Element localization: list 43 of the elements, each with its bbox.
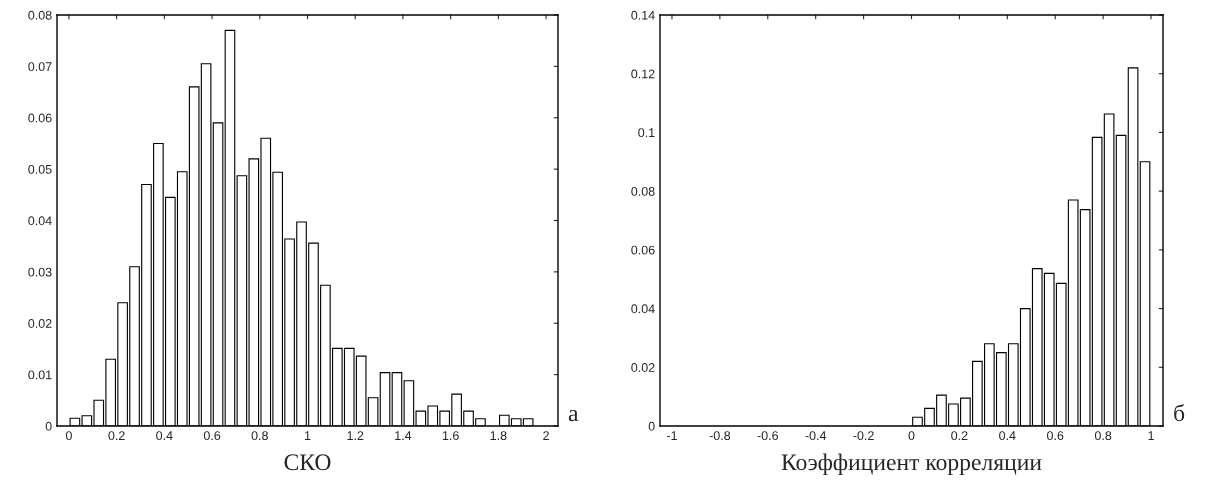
y-tick-label: 0.02 <box>631 363 655 372</box>
x-tick-label: 0.2 <box>108 431 125 441</box>
y-tick-label: 0 <box>45 421 52 431</box>
y-tick-label: 0.01 <box>28 370 52 380</box>
x-axis-title: Коэффициент корреляции <box>781 453 1042 476</box>
y-tick-label: 0.08 <box>28 10 52 20</box>
y-tick-label: 0.1 <box>638 128 655 138</box>
y-tick-label: 0.03 <box>28 267 52 277</box>
x-tick-label: 0.8 <box>1094 431 1112 441</box>
y-tick-label: 0 <box>648 421 655 431</box>
x-tick-label: -0.2 <box>853 431 874 441</box>
text: а <box>568 409 579 422</box>
x-tick-label: 0.2 <box>951 431 968 441</box>
x-tick-label: 0.4 <box>999 431 1016 441</box>
x-tick-label: 1 <box>1148 431 1154 440</box>
x-tick-label: 1.6 <box>442 431 459 441</box>
x-tick-label: 0 <box>65 431 72 441</box>
y-tick-label: 0.07 <box>28 62 52 72</box>
y-tick-label: 0.06 <box>28 113 52 123</box>
x-tick-label: -1 <box>666 431 677 440</box>
x-tick-label: -0.4 <box>805 431 827 441</box>
x-tick-label: -0.8 <box>709 431 731 441</box>
x-tick-label: 1.2 <box>347 431 364 440</box>
y-tick-label: 0.05 <box>28 164 52 174</box>
x-tick-label: 2 <box>543 431 549 440</box>
x-tick-label: 1.4 <box>395 431 412 440</box>
y-tick-label: 0.02 <box>28 319 52 328</box>
x-tick-label: 1 <box>304 431 311 440</box>
y-tick-label: 0.04 <box>28 216 52 226</box>
y-tick-label: 0.04 <box>631 304 655 314</box>
x-tick-label: 0.8 <box>251 431 268 441</box>
text: б <box>1174 404 1185 422</box>
x-tick-label: 0 <box>908 431 915 441</box>
x-tick-label: 0.6 <box>203 431 221 441</box>
x-tick-label: 0.4 <box>156 431 173 441</box>
y-tick-label: 0.08 <box>631 186 655 196</box>
x-tick-label: -0.6 <box>757 431 779 441</box>
x-axis-title: СКО <box>284 454 331 471</box>
x-tick-label: 0.6 <box>1047 431 1064 441</box>
x-tick-label: 1.8 <box>490 431 507 441</box>
y-tick-label: 0.12 <box>631 69 655 79</box>
y-tick-label: 0.14 <box>631 10 655 20</box>
y-tick-label: 0.06 <box>631 245 655 255</box>
